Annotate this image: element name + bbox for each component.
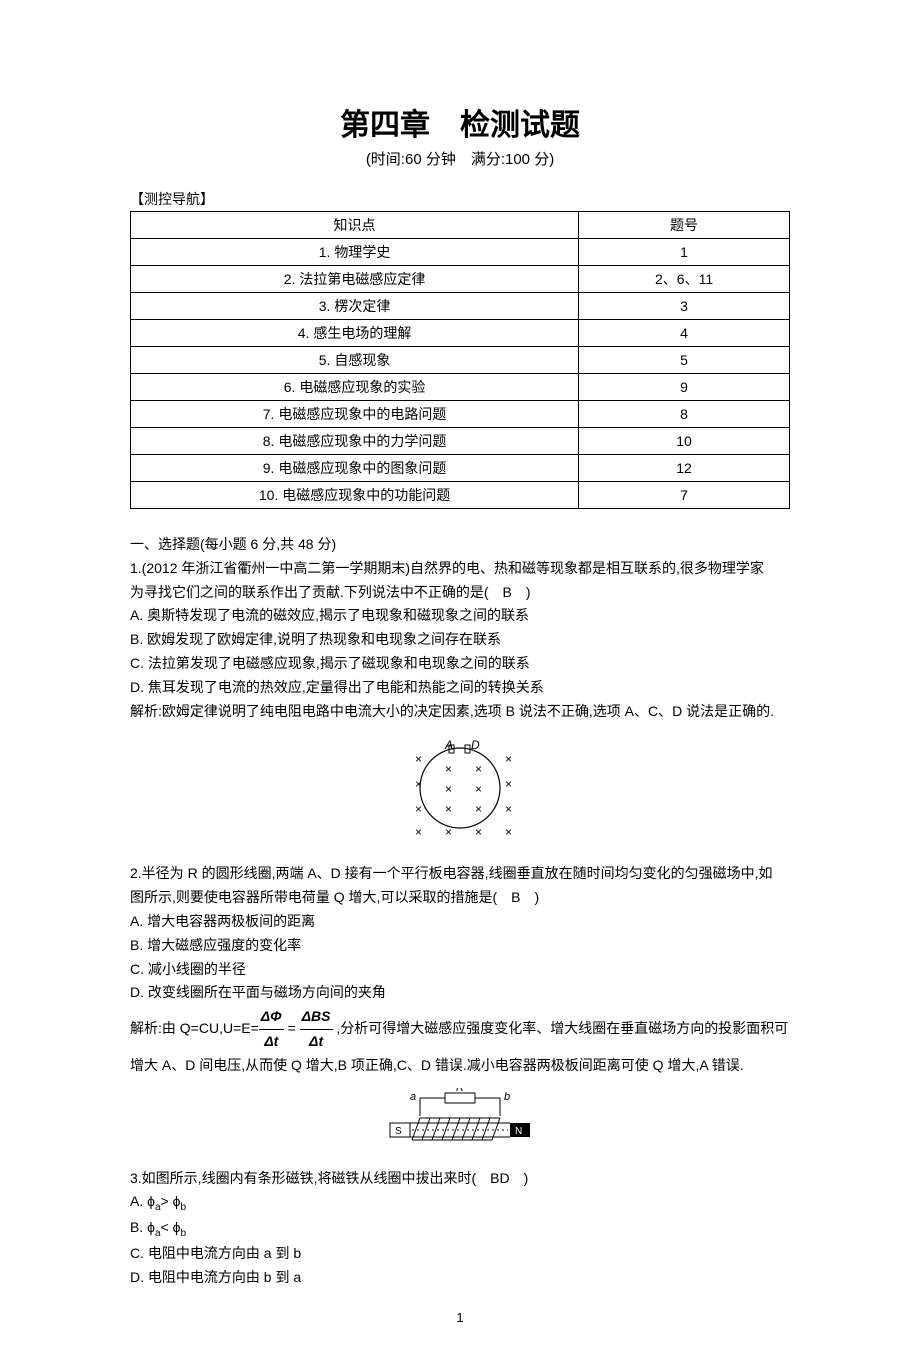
- page-number: 1: [130, 1310, 790, 1325]
- table-row: 3. 楞次定律3: [131, 293, 790, 320]
- figure-q2: A D × × × × × × × × × × × × × × × ×: [130, 733, 790, 848]
- q1-stem2: 为寻找它们之间的联系作出了贡献.下列说法中不正确的是( B ): [130, 581, 790, 605]
- svg-text:N: N: [515, 1126, 522, 1137]
- q1-stem: 1.(2012 年浙江省衢州一中高二第一学期期末)自然界的电、热和磁等现象都是相…: [130, 557, 790, 581]
- svg-text:D: D: [471, 738, 480, 752]
- fraction: ΔΦΔt: [259, 1005, 284, 1054]
- q1-explanation: 解析:欧姆定律说明了纯电阻电路中电流大小的决定因素,选项 B 说法不正确,选项 …: [130, 700, 790, 724]
- svg-text:×: ×: [505, 825, 512, 839]
- q2-optD: D. 改变线圈所在平面与磁场方向间的夹角: [130, 981, 790, 1005]
- q3-optD: D. 电阻中电流方向由 b 到 a: [130, 1266, 790, 1290]
- q2-optA: A. 增大电容器两极板间的距离: [130, 910, 790, 934]
- svg-text:×: ×: [415, 777, 422, 791]
- svg-text:×: ×: [445, 762, 452, 776]
- table-row: 5. 自感现象5: [131, 347, 790, 374]
- chapter-subtitle: (时间:60 分钟 满分:100 分): [130, 148, 790, 169]
- q3-stem: 3.如图所示,线圈内有条形磁铁,将磁铁从线圈中拔出来时( BD ): [130, 1167, 790, 1191]
- svg-text:×: ×: [415, 752, 422, 766]
- svg-text:×: ×: [415, 825, 422, 839]
- q1-optA: A. 奥斯特发现了电流的磁效应,揭示了电现象和磁现象之间的联系: [130, 604, 790, 628]
- svg-text:×: ×: [505, 802, 512, 816]
- q3-optC: C. 电阻中电流方向由 a 到 b: [130, 1242, 790, 1266]
- svg-text:×: ×: [415, 802, 422, 816]
- coil-magnet-icon: a R b S N: [370, 1088, 550, 1148]
- table-row: 6. 电磁感应现象的实验9: [131, 374, 790, 401]
- page: 第四章 检测试题 (时间:60 分钟 满分:100 分) 【测控导航】 知识点 …: [0, 0, 920, 1365]
- table-row: 2. 法拉第电磁感应定律2、6、11: [131, 266, 790, 293]
- svg-text:×: ×: [445, 782, 452, 796]
- chapter-title: 第四章 检测试题: [130, 100, 790, 144]
- q2-optB: B. 增大磁感应强度的变化率: [130, 934, 790, 958]
- svg-text:×: ×: [475, 762, 482, 776]
- svg-text:a: a: [410, 1091, 416, 1103]
- q3-optA: A. ϕa> ϕb: [130, 1190, 790, 1216]
- section1-title: 一、选择题(每小题 6 分,共 48 分): [130, 533, 790, 557]
- q1-optC: C. 法拉第发现了电磁感应现象,揭示了磁现象和电现象之间的联系: [130, 652, 790, 676]
- svg-text:×: ×: [475, 782, 482, 796]
- svg-text:×: ×: [445, 802, 452, 816]
- table-row: 1. 物理学史1: [131, 239, 790, 266]
- svg-text:S: S: [395, 1126, 402, 1137]
- col-number: 题号: [579, 212, 790, 239]
- svg-text:×: ×: [475, 825, 482, 839]
- circuit-loop-icon: A D × × × × × × × × × × × × × × × ×: [375, 733, 545, 843]
- svg-text:×: ×: [505, 752, 512, 766]
- svg-text:×: ×: [475, 802, 482, 816]
- table-row: 8. 电磁感应现象中的力学问题10: [131, 428, 790, 455]
- table-row: 4. 感生电场的理解4: [131, 320, 790, 347]
- fraction: ΔBSΔt: [300, 1005, 333, 1054]
- table-row: 9. 电磁感应现象中的图象问题12: [131, 455, 790, 482]
- table-row: 7. 电磁感应现象中的电路问题8: [131, 401, 790, 428]
- q2-explanation: 解析:由 Q=CU,U=E=ΔΦΔt = ΔBSΔt ,分析可得增大磁感应强度变…: [130, 1005, 790, 1054]
- svg-text:×: ×: [505, 777, 512, 791]
- col-knowledge: 知识点: [131, 212, 579, 239]
- q2-stem: 2.半径为 R 的圆形线圈,两端 A、D 接有一个平行板电容器,线圈垂直放在随时…: [130, 862, 790, 886]
- nav-table: 知识点 题号 1. 物理学史1 2. 法拉第电磁感应定律2、6、11 3. 楞次…: [130, 211, 790, 509]
- q2-stem2: 图所示,则要使电容器所带电荷量 Q 增大,可以采取的措施是( B ): [130, 886, 790, 910]
- table-header-row: 知识点 题号: [131, 212, 790, 239]
- svg-text:R: R: [456, 1088, 464, 1094]
- nav-label: 【测控导航】: [130, 189, 790, 209]
- q2-exp-line2: 增大 A、D 间电压,从而使 Q 增大,B 项正确,C、D 错误.减小电容器两极…: [130, 1054, 790, 1078]
- svg-text:b: b: [504, 1091, 510, 1103]
- svg-text:×: ×: [445, 825, 452, 839]
- table-row: 10. 电磁感应现象中的功能问题7: [131, 482, 790, 509]
- q3-optB: B. ϕa< ϕb: [130, 1216, 790, 1242]
- figure-q3: a R b S N: [130, 1088, 790, 1153]
- q1-optD: D. 焦耳发现了电流的热效应,定量得出了电能和热能之间的转换关系: [130, 676, 790, 700]
- q2-optC: C. 减小线圈的半径: [130, 958, 790, 982]
- q1-optB: B. 欧姆发现了欧姆定律,说明了热现象和电现象之间存在联系: [130, 628, 790, 652]
